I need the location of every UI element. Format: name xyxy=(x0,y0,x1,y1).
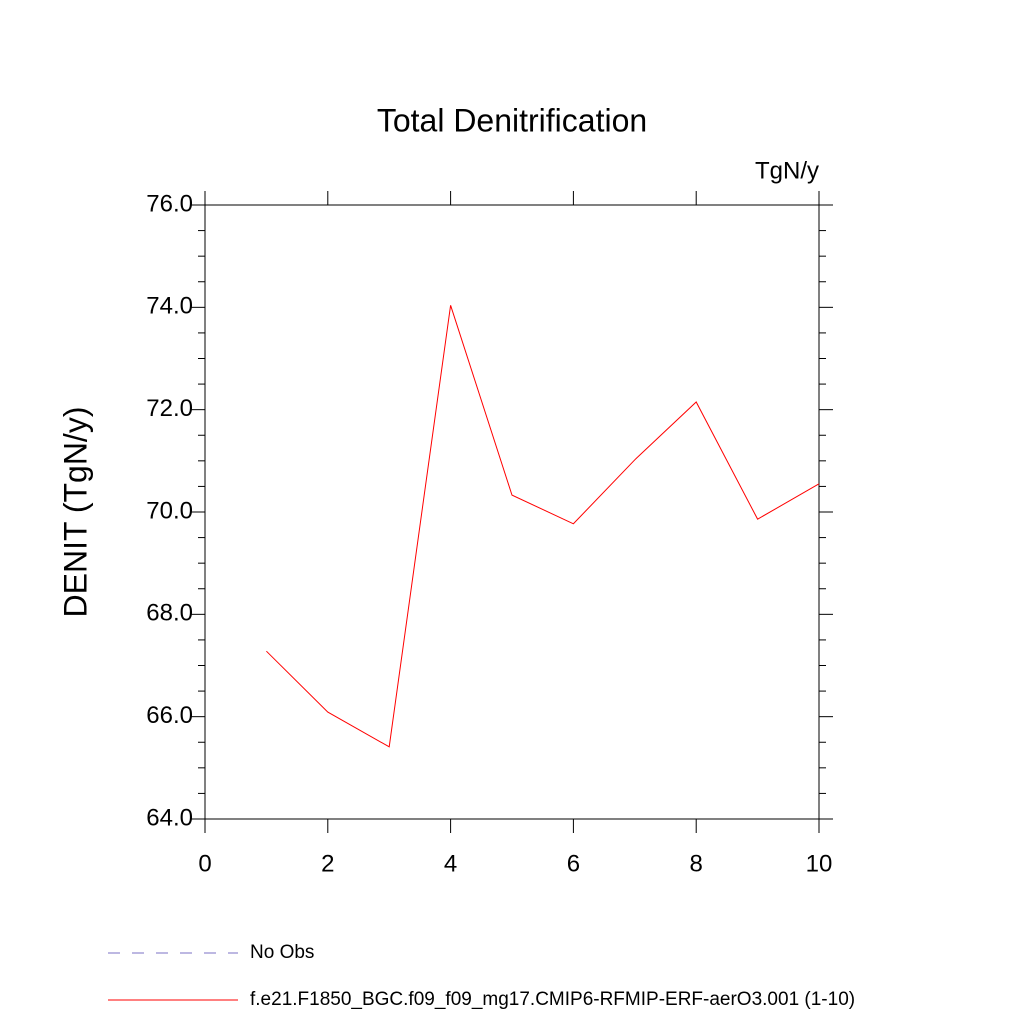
x-tick-label: 6 xyxy=(567,850,580,877)
x-tick-label: 8 xyxy=(690,850,703,877)
data-line xyxy=(266,305,820,748)
units-label: TgN/y xyxy=(755,157,819,184)
y-tick-label: 66.0 xyxy=(146,702,193,729)
y-tick-label: 70.0 xyxy=(146,497,193,524)
legend-label: f.e21.F1850_BGC.f09_f09_mg17.CMIP6-RFMIP… xyxy=(250,989,855,1010)
x-tick-label: 0 xyxy=(198,850,211,877)
y-tick-label: 74.0 xyxy=(146,293,193,320)
x-tick-label: 2 xyxy=(321,850,334,877)
plot-frame xyxy=(204,204,820,820)
y-tick-label: 64.0 xyxy=(146,804,193,831)
x-tick-label: 10 xyxy=(806,850,833,877)
y-tick-label: 68.0 xyxy=(146,600,193,627)
y-axis-label: DENIT (TgN/y) xyxy=(57,407,93,618)
x-tick-label: 4 xyxy=(444,850,457,877)
y-tick-label: 72.0 xyxy=(146,395,193,422)
legend-label: No Obs xyxy=(250,942,314,963)
y-tick-label: 76.0 xyxy=(146,190,193,217)
chart-title: Total Denitrification xyxy=(377,102,647,138)
